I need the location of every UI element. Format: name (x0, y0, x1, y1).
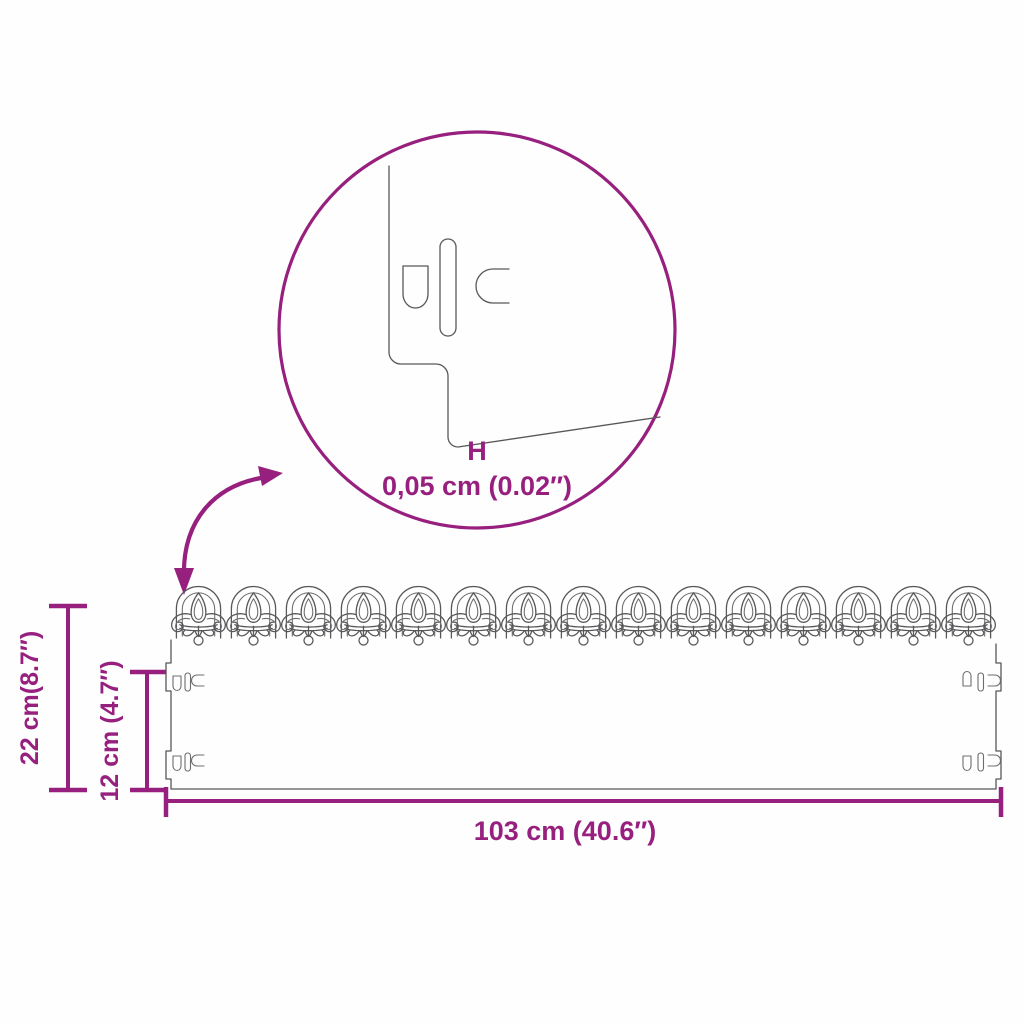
arrow-curve (181, 474, 270, 581)
dimension-width: 103 cm (40.6″) (163, 787, 1004, 846)
right-connector-slots (962, 670, 1001, 772)
panel-body-outline (165, 639, 1002, 790)
callout-circle (277, 130, 677, 530)
arrow-head-upper (258, 466, 283, 486)
fleur-de-lis-ornament (831, 585, 886, 646)
fleur-de-lis-ornament (281, 585, 336, 646)
edging-panel (165, 585, 1002, 790)
fleur-de-lis-ornament (226, 585, 281, 646)
thickness-callout-group: H 0,05 cm (0.02″) (277, 130, 677, 530)
left-connector-tabs (172, 672, 205, 772)
fleur-de-lis-ornament (336, 585, 391, 646)
fleur-de-lis-ornament (886, 585, 941, 646)
callout-connector-arrow (174, 466, 283, 595)
fleur-de-lis-ornament (666, 585, 721, 646)
fleur-de-lis-ornament (446, 585, 501, 646)
width-label: 103 cm (40.6″) (474, 816, 657, 846)
thickness-marker-glyph: H (467, 436, 487, 466)
fleur-de-lis-ornament (721, 585, 776, 646)
total-height-label: 22 cm(8.7″) (16, 631, 44, 765)
arrow-head-lower (174, 568, 194, 595)
fleur-de-lis-ornament (556, 585, 611, 646)
body-height-label: 12 cm (4.7″) (96, 660, 124, 801)
callout-section-drawing (388, 165, 661, 448)
fleur-de-lis-ornament (501, 585, 556, 646)
dimension-body-height: 12 cm (4.7″) (96, 660, 166, 802)
fleur-de-lis-ornament (776, 585, 831, 646)
dimension-total-height: 22 cm(8.7″) (16, 603, 87, 793)
thickness-label: 0,05 cm (0.02″) (382, 471, 572, 501)
fleur-de-lis-ornament (611, 585, 666, 646)
fleur-de-lis-crest-row (171, 585, 996, 646)
fleur-de-lis-ornament (391, 585, 446, 646)
fleur-de-lis-ornament (171, 585, 226, 646)
fleur-de-lis-ornament (941, 585, 996, 646)
